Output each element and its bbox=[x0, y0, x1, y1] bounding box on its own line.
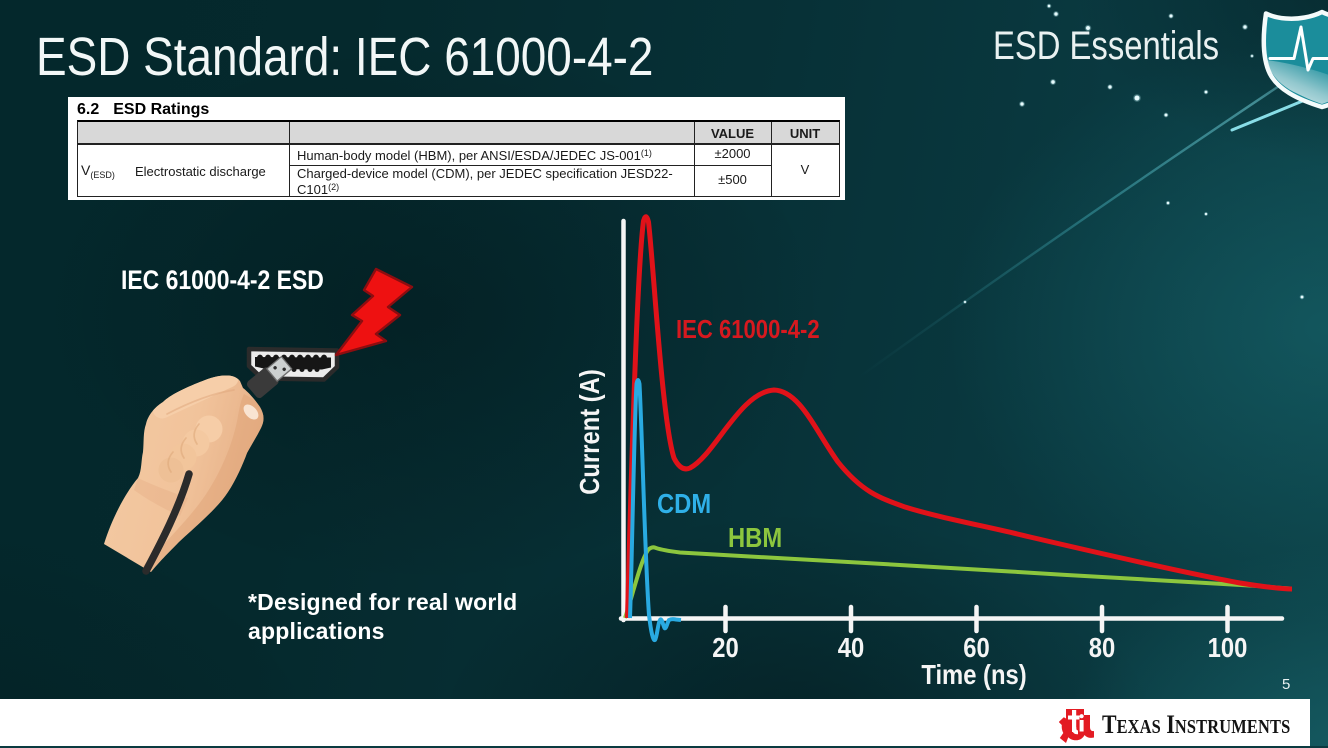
svg-text:HBM: HBM bbox=[728, 521, 782, 553]
svg-text:40: 40 bbox=[838, 631, 864, 663]
svg-text:CDM: CDM bbox=[657, 487, 711, 519]
svg-text:20: 20 bbox=[712, 631, 738, 663]
svg-text:100: 100 bbox=[1208, 631, 1248, 663]
svg-text:Time (ns): Time (ns) bbox=[921, 658, 1026, 690]
svg-text:80: 80 bbox=[1089, 631, 1115, 663]
svg-text:IEC 61000-4-2: IEC 61000-4-2 bbox=[676, 315, 820, 344]
svg-text:Current (A): Current (A) bbox=[573, 369, 605, 495]
svg-text:60: 60 bbox=[963, 631, 989, 663]
